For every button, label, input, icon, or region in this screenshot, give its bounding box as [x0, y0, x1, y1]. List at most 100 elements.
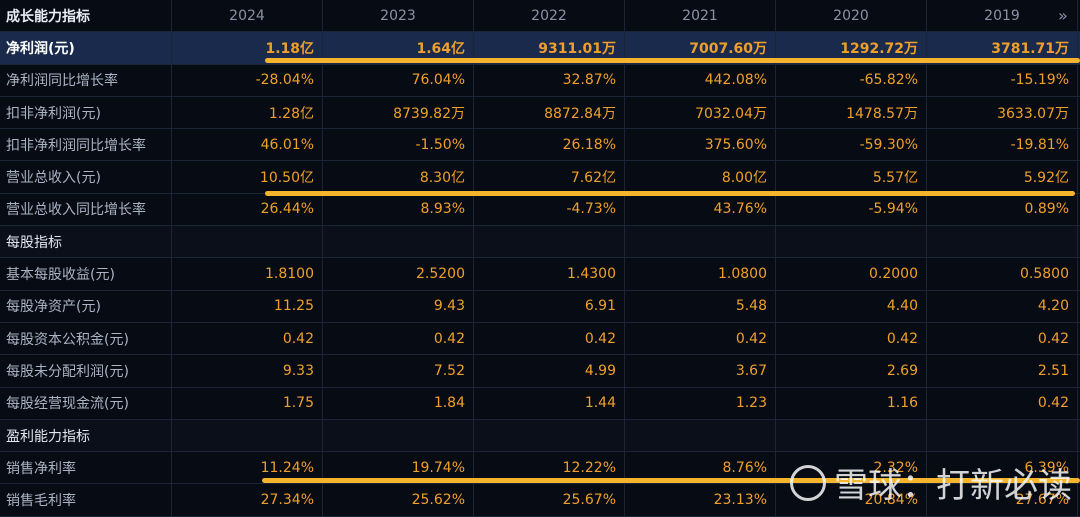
value-cell: -5.94% — [776, 193, 927, 226]
value-cell: 10.50亿 — [172, 161, 323, 193]
row-label: 营业总收入同比增长率 — [0, 193, 172, 226]
row-label: 销售毛利率 — [0, 484, 172, 516]
value-cell: 12.22% — [474, 452, 625, 484]
value-cell: 1.18亿 — [172, 32, 323, 64]
value-cell: 6.91 — [474, 290, 625, 322]
value-cell: 9.33 — [172, 355, 323, 387]
data-row: 销售毛利率 27.34% 25.62% 25.67% 23.13% 20.84% 27.67… — [0, 484, 1080, 517]
year-header: 2020 — [776, 0, 927, 32]
value-cell: 375.60% — [625, 129, 776, 161]
value-cell: 8.76% — [625, 452, 776, 484]
empty-cell — [625, 226, 776, 258]
value-cell: 7.52 — [323, 355, 474, 387]
empty-cell — [474, 226, 625, 258]
value-cell: 11.25 — [172, 290, 323, 322]
row-label: 每股净资产(元) — [0, 290, 172, 322]
value-cell: -28.04% — [172, 64, 323, 96]
watermark-logo — [790, 464, 826, 501]
value-cell: 5.92亿 — [927, 161, 1078, 193]
value-cell: 2.32% — [776, 452, 927, 484]
value-cell: 8.00亿 — [625, 161, 776, 193]
data-row: 净利润同比增长率 -28.04% 76.04% 32.87% 442.08% -65.82… — [0, 64, 1080, 97]
value-cell: 0.42 — [474, 322, 625, 355]
more-arrow[interactable]: » — [1058, 6, 1068, 25]
highlight-line — [265, 191, 1075, 196]
section-row: 每股指标 — [0, 226, 1080, 259]
empty-cell — [172, 419, 323, 452]
value-cell: 1.44 — [474, 387, 625, 419]
data-row: 基本每股收益(元) 1.8100 2.5200 1.4300 1.0800 0.2000 0… — [0, 258, 1080, 291]
year-header: 2019 — [927, 0, 1078, 32]
year-header: 2021 — [625, 0, 776, 32]
row-label: 每股资本公积金(元) — [0, 322, 172, 355]
value-cell: -15.19% — [927, 64, 1078, 96]
data-row: 扣非净利润(元) 1.28亿 8739.82万 8872.84万 7032.04万 147… — [0, 96, 1080, 130]
value-cell: 2.69 — [776, 355, 927, 387]
year-header: 2023 — [323, 0, 474, 32]
value-cell: 1.0800 — [625, 258, 776, 290]
header-title: 成长能力指标 — [0, 0, 172, 32]
value-cell: 1.64亿 — [323, 32, 474, 64]
value-cell: 0.42 — [927, 387, 1078, 419]
value-cell: 5.48 — [625, 290, 776, 322]
data-row: 营业总收入(元) 10.50亿 8.30亿 7.62亿 8.00亿 5.57亿 5.92亿 — [0, 161, 1080, 194]
value-cell: -19.81% — [927, 129, 1078, 161]
value-cell: 8872.84万 — [474, 96, 625, 129]
empty-cell — [323, 419, 474, 452]
row-label: 每股未分配利润(元) — [0, 355, 172, 387]
value-cell: 1292.72万 — [776, 32, 927, 64]
value-cell: 4.99 — [474, 355, 625, 387]
value-cell: 23.13% — [625, 484, 776, 516]
value-cell: 11.24% — [172, 452, 323, 484]
value-cell: 0.89% — [927, 193, 1078, 226]
value-cell: 46.01% — [172, 129, 323, 161]
data-row: 扣非净利润同比增长率 46.01% -1.50% 26.18% 375.60% -59.3… — [0, 129, 1080, 162]
value-cell: 0.2000 — [776, 258, 927, 290]
value-cell: 5.57亿 — [776, 161, 927, 193]
value-cell: 8.93% — [323, 193, 474, 226]
row-label: 净利润同比增长率 — [0, 64, 172, 96]
empty-cell — [776, 419, 927, 452]
empty-cell — [927, 226, 1078, 258]
value-cell: 9.43 — [323, 290, 474, 322]
value-cell: 26.18% — [474, 129, 625, 161]
data-row: 每股资本公积金(元) 0.42 0.42 0.42 0.42 0.42 0.42 — [0, 322, 1080, 356]
row-label: 扣非净利润(元) — [0, 96, 172, 129]
row-label: 扣非净利润同比增长率 — [0, 129, 172, 161]
value-cell: 1.28亿 — [172, 96, 323, 129]
value-cell: 3633.07万 — [927, 96, 1078, 129]
data-row: 每股经营现金流(元) 1.75 1.84 1.44 1.23 1.16 0.42 — [0, 387, 1080, 420]
empty-cell — [927, 419, 1078, 452]
value-cell: 20.84% — [776, 484, 927, 516]
value-cell: 442.08% — [625, 64, 776, 96]
value-cell: 1.16 — [776, 387, 927, 419]
value-cell: 4.20 — [927, 290, 1078, 322]
value-cell: 8.30亿 — [323, 161, 474, 193]
value-cell: 3781.71万 — [927, 32, 1078, 64]
value-cell: 2.5200 — [323, 258, 474, 290]
value-cell: 0.42 — [776, 322, 927, 355]
value-cell: 76.04% — [323, 64, 474, 96]
value-cell: 26.44% — [172, 193, 323, 226]
empty-cell — [474, 419, 625, 452]
value-cell: 2.51 — [927, 355, 1078, 387]
data-row: 每股未分配利润(元) 9.33 7.52 4.99 3.67 2.69 2.51 — [0, 355, 1080, 388]
value-cell: 0.42 — [927, 322, 1078, 355]
empty-cell — [776, 226, 927, 258]
value-cell: 25.62% — [323, 484, 474, 516]
empty-cell — [323, 226, 474, 258]
value-cell: 9311.01万 — [474, 32, 625, 64]
empty-cell — [172, 226, 323, 258]
value-cell: 7007.60万 — [625, 32, 776, 64]
empty-cell — [625, 419, 776, 452]
watermark-text: 雪球：打新必读 — [834, 466, 1072, 506]
value-cell: 43.76% — [625, 193, 776, 226]
value-cell: -59.30% — [776, 129, 927, 161]
data-row: 销售净利率 11.24% 19.74% 12.22% 8.76% 2.32% 6.39% — [0, 452, 1080, 485]
value-cell: 7.62亿 — [474, 161, 625, 193]
value-cell: 1.8100 — [172, 258, 323, 290]
value-cell: 6.39% — [927, 452, 1078, 484]
value-cell: 0.42 — [323, 322, 474, 355]
